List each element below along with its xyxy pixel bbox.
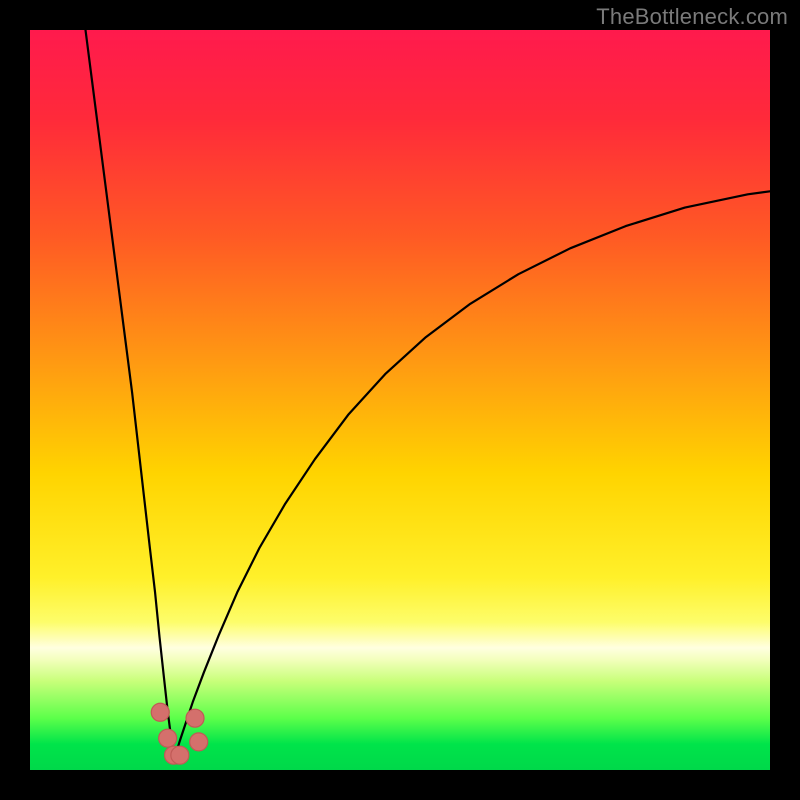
bottleneck-chart (0, 0, 800, 800)
data-marker (190, 733, 208, 751)
data-marker (171, 746, 189, 764)
data-marker (159, 729, 177, 747)
chart-plot-area (30, 30, 770, 770)
watermark-text: TheBottleneck.com (596, 4, 788, 30)
chart-container: TheBottleneck.com (0, 0, 800, 800)
data-marker (151, 703, 169, 721)
data-marker (186, 709, 204, 727)
